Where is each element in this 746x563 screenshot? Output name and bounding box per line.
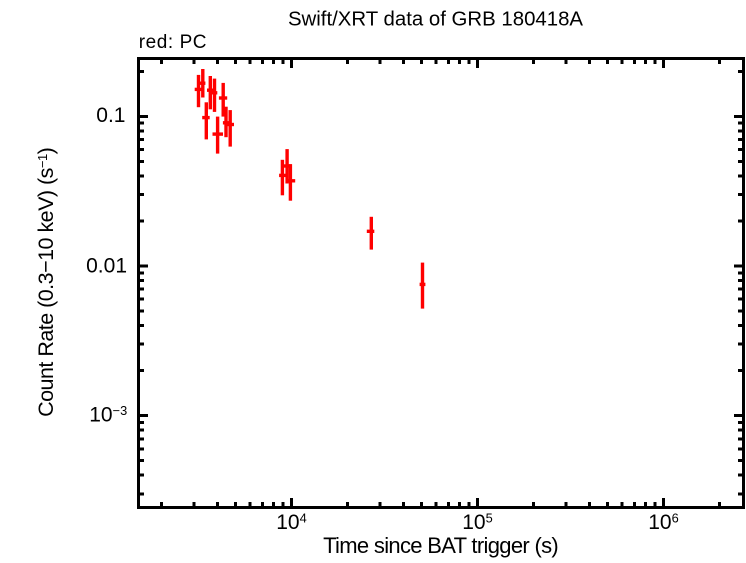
svg-text:106: 106 — [648, 510, 678, 533]
svg-text:red: PC: red: PC — [139, 32, 207, 53]
svg-text:0.01: 0.01 — [86, 254, 127, 277]
svg-text:Time since BAT trigger (s): Time since BAT trigger (s) — [323, 533, 558, 558]
svg-text:0.1: 0.1 — [96, 104, 125, 127]
svg-text:104: 104 — [276, 510, 306, 533]
svg-text:Count Rate (0.3−10 keV) (s−1): Count Rate (0.3−10 keV) (s−1) — [34, 148, 58, 417]
svg-text:105: 105 — [462, 510, 492, 533]
svg-text:Swift/XRT data of GRB 180418A: Swift/XRT data of GRB 180418A — [288, 9, 583, 31]
